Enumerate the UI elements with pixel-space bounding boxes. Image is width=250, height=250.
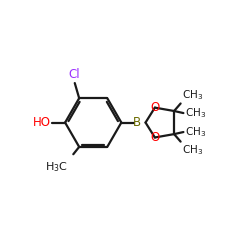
Text: CH$_3$: CH$_3$ [182, 143, 203, 157]
Text: CH$_3$: CH$_3$ [184, 106, 206, 120]
Text: CH$_3$: CH$_3$ [184, 125, 206, 139]
Text: H$_3$C: H$_3$C [45, 160, 68, 174]
Text: B: B [132, 116, 140, 129]
Text: HO: HO [33, 116, 51, 129]
Text: Cl: Cl [68, 68, 80, 81]
Text: O: O [150, 131, 160, 144]
Text: CH$_3$: CH$_3$ [182, 88, 203, 102]
Text: O: O [150, 101, 160, 114]
